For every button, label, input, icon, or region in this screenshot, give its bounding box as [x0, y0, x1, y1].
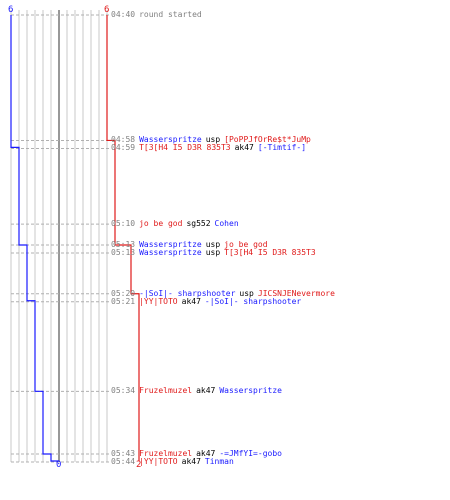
event-time: 05:13 [111, 239, 136, 249]
event-victim: jo be god [224, 239, 268, 249]
event-row: 05:44 |YY|TOTO ak47 Tinman [111, 457, 234, 467]
event-killer: Fruzelmuzel [139, 386, 193, 396]
event-row: 04:59 T[3[H4 I5 D3R 835T3 ak47 [-Timtif-] [111, 143, 306, 153]
event-killer: |YY|TOTO [139, 296, 178, 306]
event-killer: Wasserspritze [139, 247, 202, 257]
event-time: 05:21 [111, 296, 136, 306]
event-row: 05:10 jo be god sg552 Cohen [111, 219, 239, 229]
event-killer: jo be god [139, 219, 183, 229]
event-weapon: ak47 [181, 296, 201, 306]
blue-start-score: 6 [8, 5, 14, 15]
event-row: 05:34 Fruzelmuzel ak47 Wasserspritze [111, 386, 282, 396]
blue-end-score: 0 [56, 460, 62, 470]
event-row: 05:43 Fruzelmuzel ak47 -=JMfYI=-gobo [111, 449, 282, 459]
score-series [10, 15, 140, 462]
event-weapon: ak47 [196, 449, 216, 459]
event-time: 04:58 [111, 135, 136, 145]
event-weapon: usp [205, 247, 221, 257]
grid-lines [10, 10, 108, 462]
red-start-score: 6 [104, 5, 110, 15]
event-killer: Fruzelmuzel [139, 449, 193, 459]
event-victim: -=JMfYI=-gobo [219, 449, 282, 459]
event-victim: T[3[H4 I5 D3R 835T3 [224, 247, 316, 257]
event-row: 04:58 Wasserspritze usp [PoPPJfOrRe$t*JuMp [111, 135, 311, 145]
event-victim: -|SoI|- sharpshooter [204, 296, 302, 306]
event-victim: Tinman [204, 457, 234, 467]
event-weapon: sg552 [186, 219, 211, 229]
event-time: 05:10 [111, 219, 136, 229]
event-weapon: usp [205, 239, 221, 249]
event-killer: T[3[H4 I5 D3R 835T3 [139, 143, 231, 153]
event-row: 05:20 -|SoI|- sharpshooter usp JICSNJENever… [111, 289, 335, 299]
event-row: 05:21 |YY|TOTO ak47 -|SoI|- sharpshooter [111, 297, 301, 307]
event-weapon: usp [205, 135, 221, 145]
event-row: 05:13 Wasserspritze usp T[3[H4 I5 D3R 835T3 [111, 248, 316, 258]
event-time: 04:59 [111, 143, 136, 153]
blue-team-line [10, 15, 59, 462]
event-time: 05:44 [111, 457, 136, 467]
event-weapon: usp [239, 288, 254, 298]
event-time: 05:13 [111, 247, 136, 257]
event-time: 04:40 [111, 10, 136, 19]
event-victim: Cohen [214, 219, 239, 229]
event-time: 05:34 [111, 386, 136, 396]
event-killer: -|SoI|- sharpshooter [139, 288, 236, 298]
event-victim: [PoPPJfOrRe$t*JuMp [224, 135, 311, 145]
event-text: round started [139, 10, 202, 19]
event-row: 04:40 round started [111, 10, 202, 20]
event-weapon: ak47 [234, 143, 254, 153]
red-end-score: 2 [136, 460, 142, 470]
event-killer: |YY|TOTO [139, 457, 178, 467]
event-weapon: ak47 [196, 386, 216, 396]
event-time: 05:43 [111, 449, 136, 459]
red-team-line [106, 15, 140, 461]
event-killer: Wasserspritze [139, 135, 202, 145]
event-weapon: ak47 [181, 457, 201, 467]
event-victim: [-Timtif-] [257, 143, 307, 153]
event-time: 05:20 [111, 288, 136, 298]
event-victim: JICSNJENevermore [257, 288, 335, 298]
event-row: 05:13 Wasserspritze usp jo be god [111, 240, 268, 250]
event-victim: Wasserspritze [219, 386, 282, 396]
event-killer: Wasserspritze [139, 239, 202, 249]
